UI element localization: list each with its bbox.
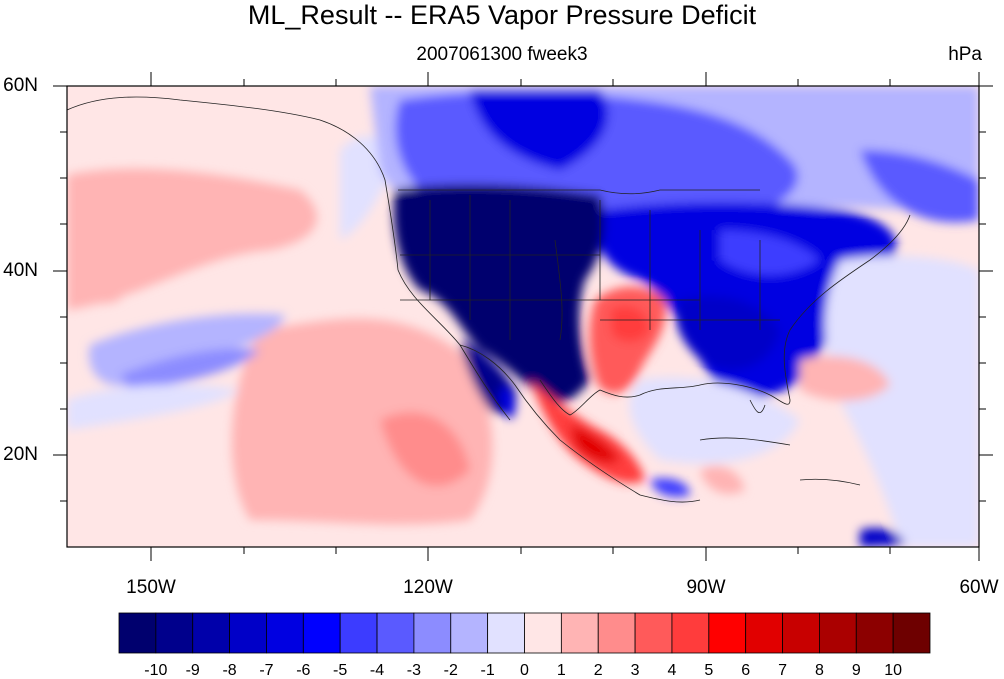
colorbar-swatch [155,612,194,654]
colorbar-label: -9 [185,662,200,679]
colorbar-swatch [855,612,894,654]
lon-label-90w: 90W [686,577,726,598]
colorbar-label: -1 [480,662,495,679]
colorbar-label: -6 [296,662,311,679]
pacific-positive-region [67,168,317,310]
colorbar-swatch [745,612,783,654]
coastlines [67,96,911,503]
colorbar-swatch [376,612,415,654]
colorbar-swatch [302,612,341,654]
lon-label-150w: 150W [126,577,176,598]
colorbar-swatch [634,612,673,654]
lat-label-40n: 40N [3,260,38,281]
colorbar-swatch [560,612,599,654]
atlantic-positive-spot [800,356,890,401]
colorbar-swatch [266,612,304,654]
lon-label-120w: 120W [403,577,453,598]
colorbar-swatch [819,612,857,654]
colorbar-label: 4 [667,662,677,679]
colorbar-label: -8 [222,662,237,679]
subtropical-positive-region [231,318,493,525]
vpd-field [67,86,979,547]
colorbar-label: -5 [333,662,348,679]
colorbar-label: 1 [556,662,566,679]
colorbar-label: -7 [259,662,274,679]
colorbar-label: -2 [443,662,458,679]
colorbar-label: 3 [630,662,640,679]
colorbar-label: -10 [144,662,168,679]
lon-label-60w: 60W [959,577,999,598]
colorbar-label: 8 [814,662,824,679]
colorbar-label: 0 [520,662,529,679]
colorbar-label: 2 [593,662,603,679]
colorbar-label: 10 [884,662,903,679]
colorbar-label: -3 [406,662,422,679]
colorbar-swatch [892,612,931,654]
colorbar-swatch [118,612,157,654]
colorbar-swatch [413,612,452,654]
colorbar-swatch [708,612,747,654]
colorbar-swatch [339,612,378,654]
map-subtitle: 2007061300 fweek3 [416,44,588,65]
colorbar [118,612,931,654]
eastern-us-negative-region [597,202,897,398]
colorbar-label: 9 [851,662,861,679]
western-us-deep-negative [393,184,605,403]
lat-label-60n: 60N [3,75,38,96]
colorbar-swatch [671,612,710,654]
colorbar-swatch [229,612,267,654]
colorbar-label: 7 [778,662,787,679]
pacific-negative-streak [89,313,286,386]
lat-label-20n: 20N [3,444,38,465]
colorbar-label: 5 [704,662,714,679]
colorbar-swatch [450,612,489,654]
units-label: hPa [948,44,982,65]
colorbar-label: 6 [741,662,751,679]
colorbar-swatch [524,612,562,654]
lon-ticks [150,72,980,561]
map-title: ML_Result -- ERA5 Vapor Pressure Deficit [247,0,757,30]
colorbar-swatch [192,612,230,654]
colorbar-swatch [487,612,525,654]
lat-ticks [53,85,993,502]
colorbar-swatch [597,612,636,654]
colorbar-label: -4 [369,662,385,679]
colorbar-swatch [782,612,820,654]
